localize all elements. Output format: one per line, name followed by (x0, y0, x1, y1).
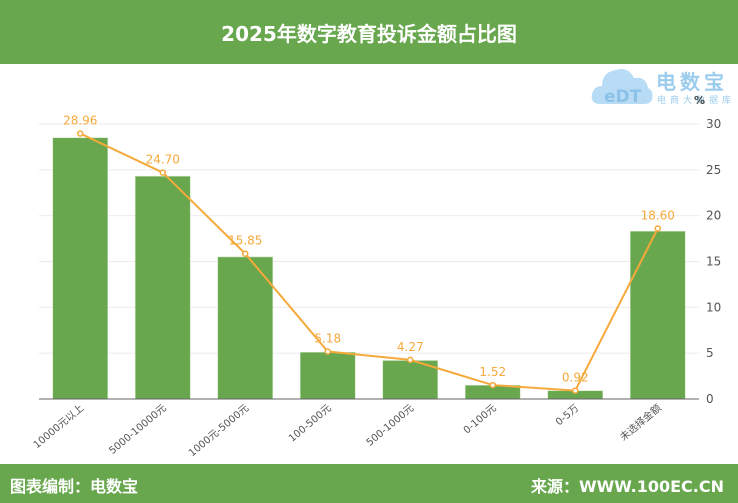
svg-text:eDT: eDT (604, 87, 642, 107)
data-label: 15.85 (228, 234, 262, 248)
data-label: 18.60 (641, 209, 675, 223)
bar (52, 137, 109, 400)
line-series (79, 132, 659, 392)
line-point (242, 250, 249, 257)
y-axis-unit: % (694, 94, 706, 107)
line-point (572, 387, 579, 394)
x-tick-label: 0-100元 (462, 403, 499, 437)
bar (134, 175, 191, 400)
brand-subtitle: 电商大数据库 (657, 96, 736, 106)
y-tick-label: 25 (706, 163, 721, 177)
bar (217, 256, 274, 400)
line-point (324, 348, 331, 355)
x-tick-label: 10000元以上 (31, 402, 86, 451)
line-point (654, 225, 661, 232)
y-tick-label: 20 (706, 209, 721, 223)
data-label: 4.27 (397, 340, 424, 354)
y-tick-label: 10 (706, 300, 721, 314)
data-label: 0.92 (562, 371, 589, 385)
source-credit: 来源：WWW.100EC.CN (530, 477, 724, 496)
line-point (77, 130, 84, 137)
bar (299, 351, 356, 400)
y-tick-label: 15 (706, 255, 721, 269)
data-label: 28.96 (63, 114, 97, 128)
x-tick-label: 5000-10000元 (107, 403, 168, 457)
brand-logo: eDT 电数宝 电商大数据库 (590, 60, 738, 110)
chart-title: 2025年数字教育投诉金额占比图 (221, 21, 517, 46)
y-tick-label: 0 (706, 392, 714, 406)
line-point (159, 169, 166, 176)
bar (629, 230, 686, 400)
x-tick-label: 1000元-5000元 (187, 403, 251, 459)
x-tick-label: 0-5万 (554, 403, 581, 428)
line-point (407, 356, 414, 364)
y-tick-label: 5 (706, 346, 714, 360)
data-label: 24.70 (146, 153, 180, 167)
y-tick-label: 30 (706, 117, 721, 131)
data-label: 1.52 (479, 365, 506, 379)
x-tick-label: 未选择金额 (617, 401, 664, 443)
x-tick-label: 100-500元 (287, 403, 334, 445)
editor-credit: 图表编制：电数宝 (10, 477, 139, 496)
cloud-logo-icon: eDT (591, 69, 653, 107)
brand-name: 电数宝 (656, 70, 728, 94)
data-label: 5.18 (314, 332, 341, 346)
chart-footer: 图表编制：电数宝 来源：WWW.100EC.CN (0, 464, 738, 503)
chart-header: 2025年数字教育投诉金额占比图 (0, 0, 738, 64)
chart-plot: 0 5 10 15 20 25 30 28.96 24.70 15.85 5.18 4.27 1.52 0… (31, 114, 721, 460)
x-tick-label: 500-1000元 (365, 403, 417, 449)
line-point (489, 381, 496, 389)
